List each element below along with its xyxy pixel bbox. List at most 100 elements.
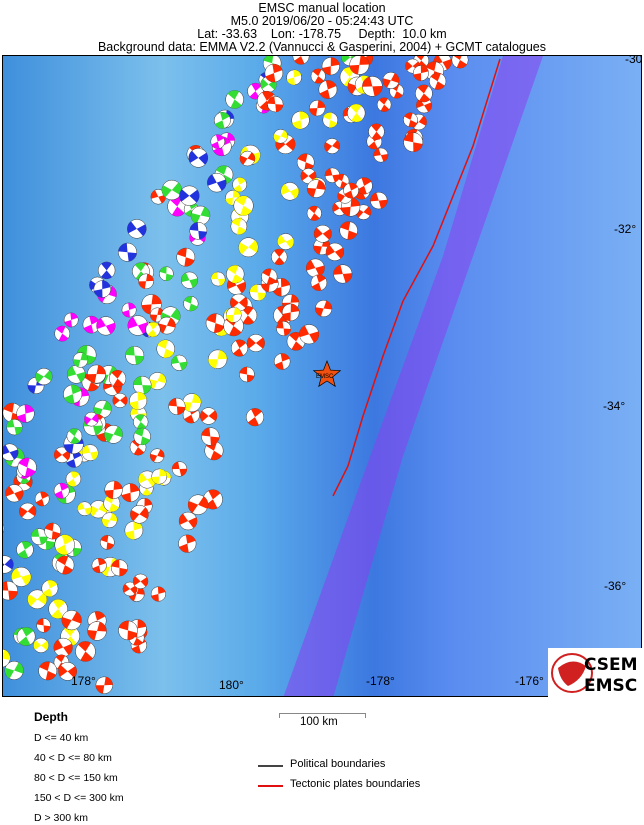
epicenter-star-icon	[312, 360, 342, 388]
focal-mechanism-beachball	[306, 179, 326, 198]
focal-mechanism-beachball	[48, 599, 68, 619]
focal-mechanism-beachball	[122, 581, 138, 597]
background-data-credit: Background data: EMMA V2.2 (Vannucci & G…	[97, 40, 547, 54]
focal-mechanism-beachball	[129, 391, 148, 410]
focal-mechanism-beachball	[230, 339, 249, 357]
focal-mechanism-beachball	[36, 618, 51, 633]
focal-mechanism-beachball	[451, 56, 469, 69]
focal-mechanism-beachball	[362, 76, 383, 97]
focal-mechanism-beachball	[324, 138, 341, 154]
focal-mechanism-beachball	[99, 535, 115, 550]
focal-mechanism-beachball	[82, 315, 101, 334]
focal-mechanism-beachball	[127, 219, 147, 239]
focal-mechanism-beachball	[65, 471, 82, 487]
focal-mechanism-beachball	[225, 306, 242, 323]
focal-mechanism-beachball	[239, 150, 256, 167]
focal-mechanism-beachball	[54, 534, 75, 555]
lon-tick: 178°	[71, 674, 96, 688]
focal-mechanism-beachball	[189, 222, 208, 240]
focal-mechanism-beachball	[179, 185, 200, 206]
focal-mechanism-beachball	[16, 627, 36, 646]
focal-mechanism-beachball	[210, 134, 226, 149]
focal-mechanism-beachball	[310, 274, 328, 291]
focal-mechanism-beachball	[110, 559, 128, 577]
focal-mechanism-beachball	[101, 512, 118, 528]
focal-mechanism-beachball	[264, 63, 284, 83]
focal-mechanism-beachball	[34, 491, 50, 507]
map-title: EMSC manual location	[258, 1, 386, 15]
focal-mechanism-beachball	[33, 637, 49, 654]
scale-label: 100 km	[300, 716, 338, 728]
focal-mechanism-beachball	[87, 364, 106, 384]
focal-mechanism-beachball	[309, 99, 326, 117]
focal-mechanism-beachball	[121, 483, 140, 503]
focal-mechanism-beachball	[273, 353, 291, 370]
focal-mechanism-beachball	[124, 521, 144, 540]
focal-mechanism-beachball	[58, 662, 77, 681]
focal-mechanism-beachball	[3, 581, 18, 601]
svg-text:EMSC: EMSC	[584, 676, 637, 696]
depth-class: D > 300 km	[34, 812, 88, 824]
event-location: Lat: -33.63 Lon: -178.75 Depth: 10.0 km	[197, 27, 447, 41]
focal-mechanism-beachball	[53, 446, 71, 463]
focal-mechanism-beachball	[370, 191, 388, 210]
focal-mechanism-beachball	[156, 339, 175, 359]
focal-mechanism-beachball	[97, 261, 116, 280]
focal-mechanism-beachball	[403, 112, 418, 128]
focal-mechanism-beachball	[168, 397, 186, 415]
focal-mechanism-beachball	[355, 177, 373, 195]
focal-mechanism-beachball	[17, 457, 37, 477]
focal-mechanism-beachball	[16, 404, 35, 423]
focal-mechanism-beachball	[151, 468, 168, 485]
focal-mechanism-beachball	[96, 316, 116, 336]
focal-mechanism-beachball	[75, 641, 96, 662]
focal-mechanism-beachball	[118, 242, 137, 262]
focal-mechanism-beachball	[188, 148, 209, 168]
focal-mechanism-beachball	[291, 111, 310, 130]
focal-mechanism-beachball	[104, 425, 123, 444]
focal-mechanism-beachball	[87, 621, 107, 641]
focal-mechanism-beachball	[183, 296, 199, 312]
political-boundary-label: Political boundaries	[290, 758, 386, 770]
focal-mechanism-beachball	[368, 123, 385, 140]
focal-mechanism-beachball	[207, 349, 228, 369]
focal-mechanism-beachball	[63, 312, 79, 328]
focal-mechanism-beachball	[245, 408, 265, 427]
focal-mechanism-beachball	[118, 620, 138, 641]
focal-mechanism-beachball	[210, 271, 226, 287]
lon-tick: -178°	[366, 674, 395, 688]
focal-mechanism-beachball	[180, 271, 198, 289]
focal-mechanism-beachball	[296, 153, 315, 172]
focal-mechanism-beachball	[373, 147, 389, 163]
focal-mechanism-beachball	[104, 480, 123, 499]
focal-mechanism-beachball	[325, 242, 345, 261]
focal-mechanism-beachball	[3, 555, 14, 574]
focal-mechanism-beachball	[150, 586, 166, 602]
focal-mechanism-beachball	[41, 579, 59, 597]
focal-mechanism-beachball	[261, 268, 278, 285]
focal-mechanism-beachball	[286, 69, 302, 86]
focal-mechanism-beachball	[273, 129, 288, 144]
focal-mechanism-beachball	[53, 482, 70, 499]
epicenter-label: EMSC	[316, 374, 334, 380]
focal-mechanism-beachball	[333, 264, 353, 284]
depth-class: 40 < D <= 80 km	[34, 752, 112, 764]
focal-mechanism-beachball	[3, 523, 5, 534]
focal-mechanism-beachball	[19, 502, 37, 520]
tectonic-boundary-label: Tectonic plates boundaries	[290, 778, 421, 790]
svg-text:CSEM: CSEM	[584, 655, 638, 675]
focal-mechanism-beachball	[276, 321, 292, 337]
map-canvas: EMSC	[3, 56, 641, 696]
focal-mechanism-beachball	[249, 284, 267, 301]
plate-boundary-line	[332, 58, 501, 497]
focal-mechanism-beachball	[429, 72, 447, 90]
focal-mechanism-beachball	[199, 407, 218, 425]
depth-class: 80 < D <= 150 km	[34, 772, 118, 784]
focal-mechanism-beachball	[149, 307, 165, 323]
focal-mechanism-beachball	[178, 511, 198, 531]
focal-mechanism-beachball	[324, 167, 341, 183]
focal-mechanism-beachball	[176, 247, 196, 267]
focal-mechanism-beachball	[190, 205, 211, 226]
focal-mechanism-beachball	[267, 96, 284, 113]
focal-mechanism-beachball	[95, 676, 113, 694]
